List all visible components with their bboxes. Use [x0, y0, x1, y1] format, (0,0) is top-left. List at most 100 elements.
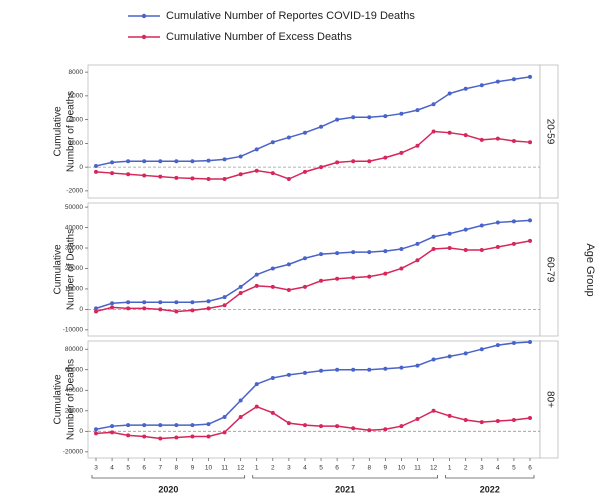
point [174, 175, 179, 180]
x-tick-label: 8 [367, 465, 371, 472]
point [174, 423, 179, 428]
point [511, 77, 516, 82]
y-axis-label: Cumulative [53, 106, 64, 156]
point [222, 295, 227, 300]
point [447, 246, 452, 251]
point [351, 426, 356, 431]
series-line [95, 240, 531, 313]
point [158, 300, 163, 305]
point [399, 150, 404, 155]
point [238, 414, 243, 419]
point [302, 169, 307, 174]
point [142, 434, 147, 439]
point [94, 306, 98, 311]
point [110, 430, 115, 435]
point [528, 140, 532, 145]
point [383, 427, 388, 432]
x-tick-label: 11 [221, 465, 228, 472]
point [270, 410, 275, 415]
x-tick-label: 7 [158, 465, 162, 472]
point [447, 91, 452, 96]
point [94, 427, 98, 432]
point [222, 303, 227, 308]
point [479, 137, 484, 142]
y-tick-label: 10000 [65, 286, 83, 293]
facet-strip [539, 64, 559, 199]
point [399, 266, 404, 271]
point [302, 130, 307, 135]
x-tick-label: 5 [512, 465, 516, 472]
point [495, 244, 500, 249]
point [286, 135, 291, 140]
point [447, 413, 452, 418]
y-tick-label: 0 [79, 164, 83, 171]
point [94, 169, 98, 174]
point [447, 130, 452, 135]
panel-frame [87, 202, 541, 337]
point [158, 159, 163, 164]
point [142, 159, 147, 164]
x-tick-label: 3 [287, 465, 291, 472]
point [431, 129, 436, 134]
point [528, 340, 532, 345]
year-bracket [252, 475, 438, 479]
point [142, 306, 147, 311]
facet-label: 80+ [544, 391, 555, 408]
series-line [95, 341, 531, 430]
point [174, 309, 179, 314]
y-tick-label: 4000 [69, 116, 84, 123]
x-tick-label: 4 [496, 465, 500, 472]
point [415, 258, 420, 263]
point [238, 398, 243, 403]
point [479, 83, 484, 88]
x-tick-label: 9 [384, 465, 388, 472]
series-line [95, 405, 531, 440]
point [302, 370, 307, 375]
point [94, 431, 98, 436]
point [190, 159, 195, 164]
point [399, 365, 404, 370]
point [367, 115, 372, 120]
legend-label: Cumulative Number of Excess Deaths [166, 31, 352, 43]
point [399, 247, 404, 252]
point [286, 262, 291, 267]
point [415, 363, 420, 368]
point [431, 102, 436, 107]
y-tick-label: 40000 [65, 387, 83, 394]
x-tick-label: 8 [175, 465, 179, 472]
y-tick-label: -20000 [63, 449, 84, 456]
legend-marker [141, 34, 147, 40]
point [158, 436, 163, 441]
year-bracket [91, 475, 246, 479]
point [431, 357, 436, 362]
y-axis-label: Number of Deaths [66, 229, 77, 310]
year-bracket [445, 475, 535, 479]
legend-label: Cumulative Number of Reportes COVID-19 D… [166, 10, 415, 22]
x-tick-label: 7 [351, 465, 355, 472]
point [206, 422, 211, 427]
facet-title: Age Group [584, 243, 596, 296]
point [222, 414, 227, 419]
year-label: 2020 [158, 484, 178, 494]
point [511, 418, 516, 423]
point [399, 111, 404, 116]
point [351, 367, 356, 372]
point [254, 283, 259, 288]
point [190, 300, 195, 305]
x-tick-label: 10 [205, 465, 213, 472]
point [142, 300, 147, 305]
facet-strip [539, 202, 559, 337]
series-line [95, 76, 531, 167]
point [367, 428, 372, 433]
point [335, 160, 340, 165]
point [94, 309, 98, 314]
point [142, 423, 147, 428]
y-axis-label: Cumulative [53, 374, 64, 424]
facet-label: 20-59 [544, 119, 555, 145]
x-tick-label: 2 [271, 465, 275, 472]
y-tick-label: 20000 [65, 265, 83, 272]
point [415, 417, 420, 421]
point [383, 114, 388, 119]
point [319, 165, 324, 170]
point [479, 420, 484, 425]
